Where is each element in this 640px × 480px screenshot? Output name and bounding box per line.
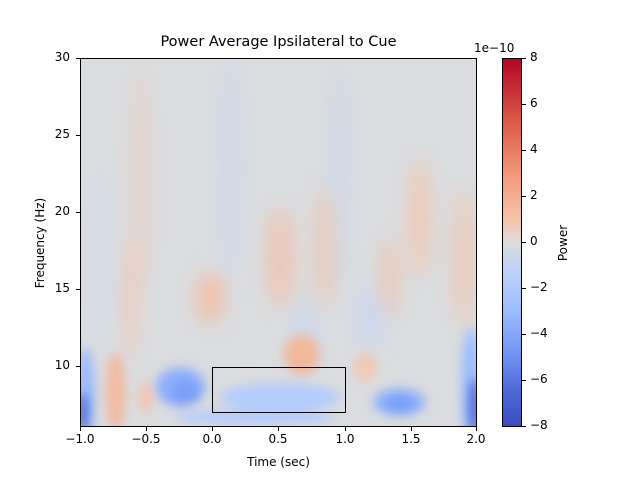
colorbar-tick-label: −4 (530, 326, 548, 340)
x-tick (476, 427, 477, 431)
x-tick-label: 1.5 (401, 432, 421, 446)
x-tick (411, 427, 412, 431)
x-tick (212, 427, 213, 431)
x-tick-label: −0.5 (131, 432, 161, 446)
y-tick (76, 58, 80, 59)
colorbar-tick (522, 380, 526, 381)
colorbar-tick-label: 6 (530, 96, 538, 110)
colorbar-tick-label: 4 (530, 142, 538, 156)
colorbar-tick-label: −2 (530, 280, 548, 294)
y-axis-label: Frequency (Hz) (33, 197, 47, 289)
x-tick-label: 1.0 (335, 432, 355, 446)
colorbar-tick (522, 334, 526, 335)
y-tick-label: 15 (54, 281, 70, 295)
y-tick-label: 20 (54, 204, 70, 218)
colorbar-tick (522, 242, 526, 243)
colorbar-tick (522, 196, 526, 197)
x-tick-label: 0.5 (268, 432, 288, 446)
x-tick-label: 0.0 (202, 432, 222, 446)
colorbar-tick (522, 104, 526, 105)
chart-title: Power Average Ipsilateral to Cue (160, 34, 397, 50)
colorbar-tick-label: 0 (530, 234, 538, 248)
colorbar-tick-label: −6 (530, 372, 548, 386)
y-tick-label: 30 (54, 50, 70, 64)
colorbar-tick (522, 426, 526, 427)
colorbar-tick-label: −8 (530, 418, 548, 432)
colorbar-scale-label: 1e−10 (474, 41, 515, 55)
x-tick (345, 427, 346, 431)
x-tick (146, 427, 147, 431)
x-tick-label: 2.0 (466, 432, 486, 446)
y-tick (76, 366, 80, 367)
roi-rectangle (212, 367, 346, 413)
colorbar-tick (522, 288, 526, 289)
x-tick (80, 427, 81, 431)
y-tick-label: 25 (54, 127, 70, 141)
y-tick (76, 135, 80, 136)
heatmap-image (81, 59, 476, 426)
colorbar (502, 58, 522, 427)
colorbar-tick (522, 150, 526, 151)
colorbar-tick-label: 2 (530, 188, 538, 202)
colorbar-label: Power (556, 224, 570, 262)
y-tick (76, 212, 80, 213)
x-tick-label: −1.0 (65, 432, 95, 446)
colorbar-tick (522, 58, 526, 59)
y-tick-label: 10 (54, 358, 70, 372)
colorbar-tick-label: 8 (530, 50, 538, 64)
x-axis-label: Time (sec) (247, 455, 310, 469)
x-tick (278, 427, 279, 431)
y-tick (76, 289, 80, 290)
heatmap-plot-area (80, 58, 477, 427)
